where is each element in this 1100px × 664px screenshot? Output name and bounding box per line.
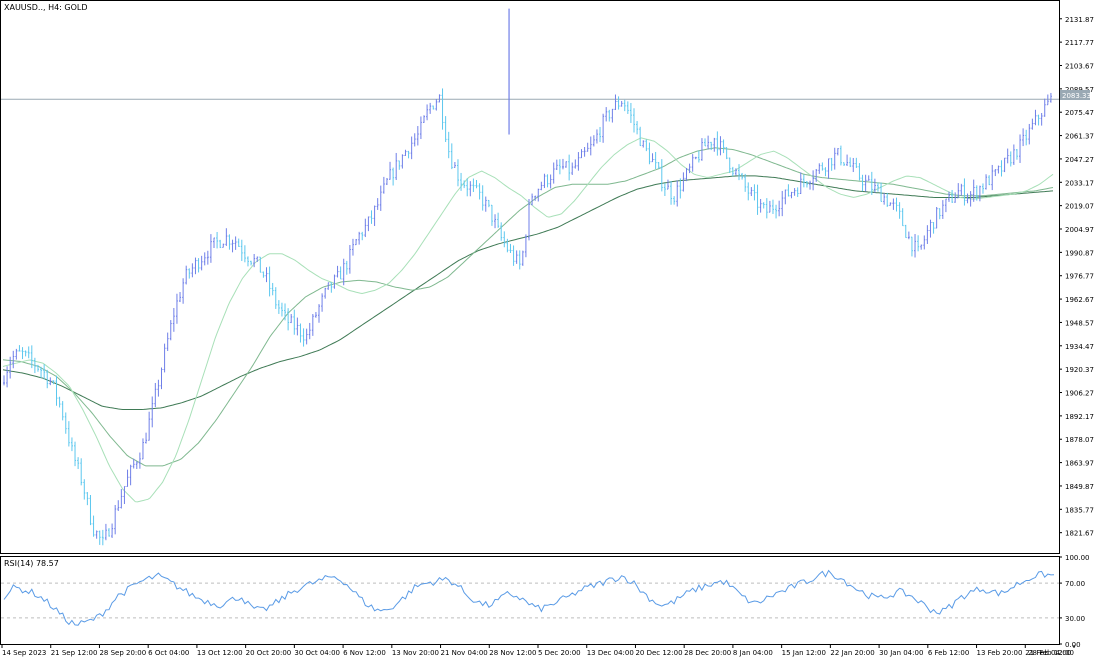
time-tick-label: 13 Oct 12:00 — [197, 649, 243, 657]
time-tick-label: 28 Nov 12:00 — [489, 649, 536, 657]
price-tick-label: 2075.47 — [1065, 109, 1094, 117]
time-tick-label: 28 Feb 12:00 — [1028, 649, 1074, 657]
time-tick-label: 21 Feb 04:00 — [1025, 649, 1071, 657]
rsi-label: RSI(14) 78.57 — [4, 559, 59, 568]
time-tick-label: 6 Nov 12:00 — [343, 649, 386, 657]
time-tick-label: 30 Oct 04:00 — [294, 649, 340, 657]
rsi-tick-label: 30.00 — [1065, 615, 1085, 623]
symbol-label: XAUUSD.., H4: GOLD — [4, 3, 88, 12]
time-tick-label: 5 Dec 20:00 — [538, 649, 581, 657]
price-tick-label: 2103.67 — [1065, 62, 1094, 70]
price-tick-label: 1849.87 — [1065, 483, 1094, 491]
price-tick-label: 1835.77 — [1065, 506, 1094, 514]
time-tick-label: 30 Jan 04:00 — [879, 649, 923, 657]
time-tick-label: 28 Dec 20:00 — [684, 649, 731, 657]
ma-slow-line — [2, 175, 1054, 410]
price-tick-label: 1821.67 — [1065, 530, 1094, 538]
price-tick-label: 1990.87 — [1065, 249, 1094, 257]
price-tick-label: 1976.77 — [1065, 273, 1094, 281]
price-axis: 2131.87 2117.77 2103.67 2089.57 2075.47 2061.… — [1059, 16, 1094, 538]
price-tick-label: 1863.97 — [1065, 460, 1094, 468]
rsi-pane-frame — [0, 556, 1060, 645]
price-tick-label: 1920.37 — [1065, 366, 1094, 374]
rsi-tick-label: 100.00 — [1065, 554, 1090, 562]
current-price-value: 2083.33 — [1062, 92, 1091, 100]
rsi-line — [3, 569, 1055, 626]
time-tick-label: 20 Oct 20:00 — [246, 649, 292, 657]
price-tick-label: 2033.17 — [1065, 179, 1094, 187]
current-price-tag — [1060, 90, 1090, 100]
time-axis: 14 Sep 2023 21 Sep 12:00 28 Sep 20:00 6 Oct… — [1, 645, 1075, 657]
time-tick-label: 13 Dec 04:00 — [587, 649, 634, 657]
time-tick-label: 6 Oct 04:00 — [148, 649, 189, 657]
price-tick-label: 1906.27 — [1065, 390, 1094, 398]
price-tick-label: 1948.57 — [1065, 319, 1094, 327]
rsi-tick-label: 70.00 — [1065, 580, 1085, 588]
time-tick-label: 13 Nov 20:00 — [392, 649, 439, 657]
price-tick-label: 1892.17 — [1065, 413, 1094, 421]
time-tick-label: 28 Sep 20:00 — [99, 649, 146, 657]
time-tick-label: 15 Jan 12:00 — [782, 649, 826, 657]
time-tick-label: 13 Feb 20:00 — [977, 649, 1023, 657]
price-tick-label: 1934.47 — [1065, 343, 1094, 351]
rsi-tick-label: 0.00 — [1065, 641, 1081, 649]
rsi-layer — [1, 569, 1059, 626]
price-pane-frame — [0, 0, 1060, 554]
time-tick-label: 6 Feb 12:00 — [928, 649, 969, 657]
price-tick-label: 2004.97 — [1065, 226, 1094, 234]
price-tick-label: 2117.77 — [1065, 39, 1094, 47]
price-tick-label: 2131.87 — [1065, 16, 1094, 24]
price-tick-label: 2089.57 — [1065, 86, 1094, 94]
time-tick-label: 14 Sep 2023 — [2, 649, 46, 657]
time-tick-label: 21 Nov 04:00 — [441, 649, 488, 657]
time-tick-label: 20 Dec 12:00 — [635, 649, 682, 657]
price-tick-label: 2061.37 — [1065, 133, 1094, 141]
time-tick-label: 8 Jan 04:00 — [733, 649, 773, 657]
price-tick-label: 2019.07 — [1065, 203, 1094, 211]
time-tick-label: 21 Sep 12:00 — [51, 649, 98, 657]
price-layer — [1, 8, 1059, 546]
rsi-axis: 100.00 70.00 30.00 0.00 — [1059, 554, 1090, 649]
price-tick-label: 1962.67 — [1065, 296, 1094, 304]
price-tick-label: 2047.27 — [1065, 156, 1094, 164]
price-tick-label: 1878.07 — [1065, 436, 1094, 444]
time-tick-label: 22 Jan 20:00 — [830, 649, 874, 657]
